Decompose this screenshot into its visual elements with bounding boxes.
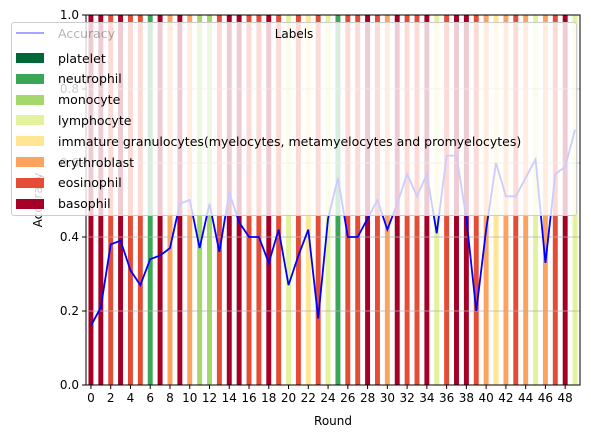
y-tick-label-0: 0.0 [60, 378, 79, 392]
legend-entry-4: immature granulocytes(myelocytes, metamy… [16, 133, 521, 149]
x-tick-label-14: 28 [360, 391, 375, 405]
x-tick-label-6: 12 [202, 391, 217, 405]
legend-label-1: neutrophil [58, 71, 122, 86]
x-tick-label-4: 8 [166, 391, 174, 405]
x-tick-label-22: 44 [518, 391, 533, 405]
legend-label-2: monocyte [58, 92, 120, 107]
legend-label-3: lymphocyte [58, 113, 131, 128]
x-tick-label-15: 30 [380, 391, 395, 405]
legend-entry-1: neutrophil [16, 71, 122, 87]
x-tick-label-11: 22 [301, 391, 316, 405]
legend-entry-5: erythroblast [16, 154, 134, 170]
legend-label-7: basophil [58, 196, 111, 211]
x-tick-label-5: 10 [182, 391, 197, 405]
legend-entry-6: eosinophil [16, 175, 122, 191]
x-tick-label-23: 46 [538, 391, 553, 405]
legend-swatch-0 [16, 53, 44, 63]
legend-label-6: eosinophil [58, 175, 122, 190]
x-tick-label-8: 16 [241, 391, 256, 405]
legend-entry-3: lymphocyte [16, 112, 131, 128]
x-tick-label-21: 42 [498, 391, 513, 405]
legend-label-4: immature granulocytes(myelocytes, metamy… [58, 134, 521, 149]
legend-swatch-1 [16, 74, 44, 84]
y-tick-label-1: 0.2 [60, 304, 79, 318]
x-tick-label-24: 48 [558, 391, 573, 405]
legend-label-accuracy: Accuracy [58, 26, 115, 41]
legend-swatch-5 [16, 157, 44, 167]
legend-swatch-6 [16, 178, 44, 188]
legend-label-0: platelet [58, 51, 106, 66]
x-tick-label-20: 40 [478, 391, 493, 405]
legend-entry-7: basophil [16, 196, 111, 212]
legend-swatch-2 [16, 95, 44, 105]
legend-swatch-accuracy [16, 32, 44, 34]
x-axis-label: Round [314, 414, 352, 428]
legend-swatch-7 [16, 199, 44, 209]
x-tick-label-3: 6 [146, 391, 154, 405]
legend-entry-accuracy: Accuracy [16, 25, 115, 41]
x-tick-label-19: 38 [459, 391, 474, 405]
x-tick-label-10: 20 [281, 391, 296, 405]
legend-entry-0: platelet [16, 50, 106, 66]
legend-entry-2: monocyte [16, 92, 120, 108]
legend-swatch-3 [16, 115, 44, 125]
x-tick-label-0: 0 [87, 391, 95, 405]
x-tick-label-2: 4 [127, 391, 135, 405]
x-tick-label-12: 24 [320, 391, 335, 405]
y-tick-label-5: 1.0 [60, 8, 79, 22]
x-tick-label-9: 18 [261, 391, 276, 405]
x-tick-label-1: 2 [107, 391, 115, 405]
x-tick-label-18: 36 [439, 391, 454, 405]
legend-label-5: erythroblast [58, 155, 134, 170]
x-tick-label-17: 34 [419, 391, 434, 405]
y-tick-label-2: 0.4 [60, 230, 79, 244]
x-tick-label-16: 32 [399, 391, 414, 405]
x-tick-label-13: 26 [340, 391, 355, 405]
legend-swatch-4 [16, 136, 44, 146]
x-tick-label-7: 14 [222, 391, 237, 405]
